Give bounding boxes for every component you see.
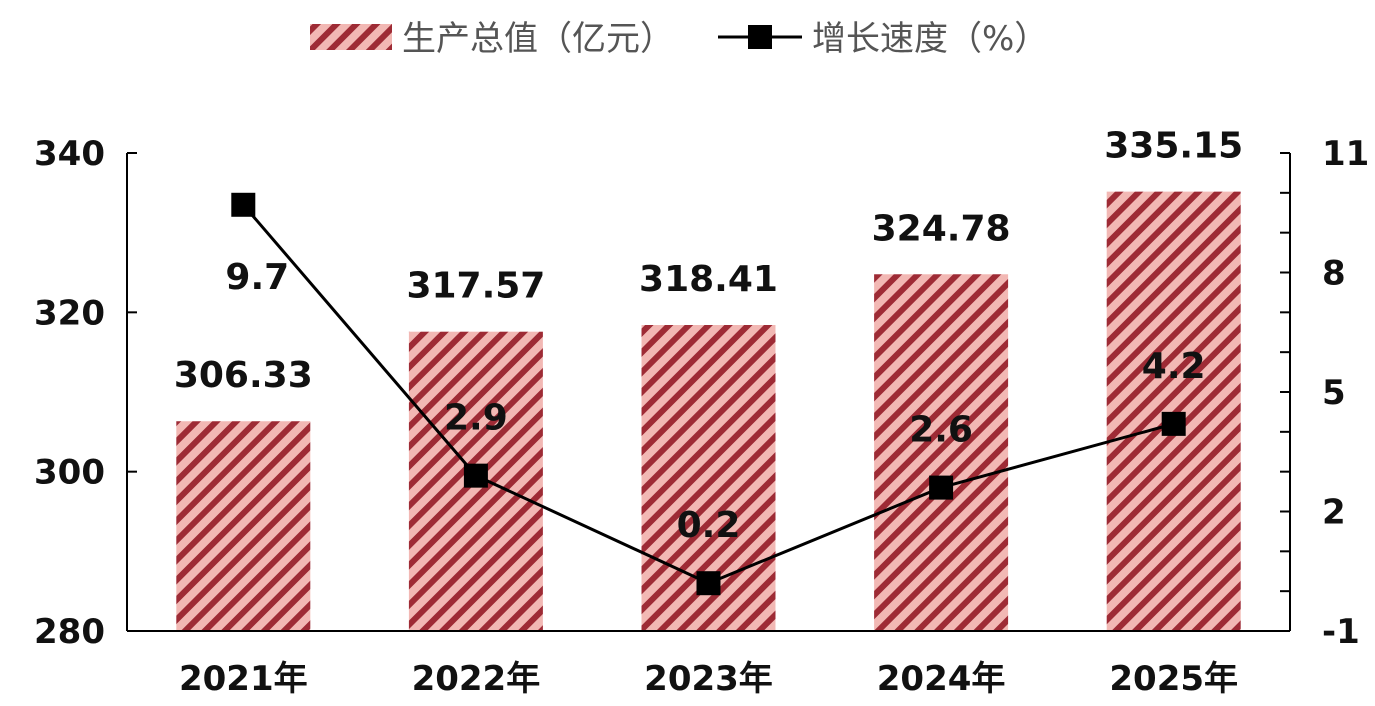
growth-marker-4 [929,475,954,500]
bar-value-label: 324.78 [872,208,1011,249]
legend-line-marker [748,25,772,49]
growth-marker-1 [231,192,256,217]
right-tick-label: 2 [1322,493,1346,533]
legend-bar-label: 生产总值（亿元） [402,19,674,59]
bar-4 [874,274,1009,631]
line-value-label: 2.6 [909,410,973,451]
growth-marker-3 [696,571,721,596]
x-tick-label: 2025年 [1109,659,1238,699]
bar-value-label: 306.33 [174,355,313,396]
left-tick-label: 320 [34,293,105,333]
line-value-label: 4.2 [1142,346,1206,387]
bar-value-label: 317.57 [406,266,545,307]
right-tick-label: 5 [1322,373,1346,413]
left-tick-label: 300 [34,453,105,493]
legend-line-label: 增长速度（%） [812,19,1048,59]
growth-marker-2 [463,463,488,488]
bar-series [176,191,1241,631]
line-value-label: 2.9 [444,398,508,439]
right-tick-label: -1 [1322,612,1360,652]
data-labels: 306.33 317.57 318.41 324.78 335.15 9.7 2.9 0.2 2… [174,126,1243,547]
bar-5 [1106,191,1241,631]
bar-1 [176,421,311,631]
x-tick-label: 2021年 [179,659,308,699]
left-tick-label: 280 [34,612,105,652]
axes: 280 300 320 340 -1 2 5 8 11 2021年 2022年 2023年 2024年 2… [34,134,1369,699]
right-tick-label: 11 [1322,134,1369,174]
x-tick-label: 2022年 [412,659,541,699]
line-value-label: 0.2 [677,505,741,546]
legend: 生产总值（亿元） 增长速度（%） [310,19,1048,59]
line-series [231,192,1186,596]
bar-value-label: 335.15 [1104,126,1243,167]
left-tick-label: 340 [34,134,105,174]
right-tick-label: 8 [1322,254,1346,294]
x-tick-label: 2024年 [877,659,1006,699]
legend-bar-swatch [310,24,392,50]
x-tick-label: 2023年 [644,659,773,699]
growth-marker-5 [1161,411,1186,436]
bar-value-label: 318.41 [639,259,778,300]
line-value-label: 9.7 [225,257,289,298]
